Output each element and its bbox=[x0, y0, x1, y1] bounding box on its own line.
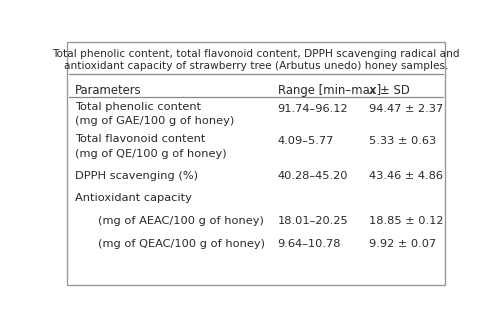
Text: 91.74–96.12: 91.74–96.12 bbox=[278, 104, 348, 114]
Text: ± SD: ± SD bbox=[380, 84, 410, 97]
Text: 94.47 ± 2.37: 94.47 ± 2.37 bbox=[368, 104, 443, 114]
Text: (mg of QE/100 g of honey): (mg of QE/100 g of honey) bbox=[75, 149, 227, 159]
Text: 40.28–45.20: 40.28–45.20 bbox=[278, 171, 348, 180]
Text: 43.46 ± 4.86: 43.46 ± 4.86 bbox=[368, 171, 442, 180]
Text: (mg of QEAC/100 g of honey): (mg of QEAC/100 g of honey) bbox=[98, 239, 265, 249]
FancyBboxPatch shape bbox=[67, 42, 446, 285]
Text: (mg of AEAC/100 g of honey): (mg of AEAC/100 g of honey) bbox=[98, 215, 264, 226]
Text: 9.92 ± 0.07: 9.92 ± 0.07 bbox=[368, 239, 436, 249]
Text: Total phenolic content: Total phenolic content bbox=[75, 102, 201, 112]
Text: 18.85 ± 0.12: 18.85 ± 0.12 bbox=[368, 215, 443, 226]
Text: Parameters: Parameters bbox=[75, 84, 142, 97]
Text: x: x bbox=[368, 84, 376, 97]
Text: Total flavonoid content: Total flavonoid content bbox=[75, 134, 206, 144]
Text: 9.64–10.78: 9.64–10.78 bbox=[278, 239, 341, 249]
Text: 5.33 ± 0.63: 5.33 ± 0.63 bbox=[368, 136, 436, 146]
Text: 18.01–20.25: 18.01–20.25 bbox=[278, 215, 348, 226]
Text: Total phenolic content, total flavonoid content, DPPH scavenging radical and: Total phenolic content, total flavonoid … bbox=[52, 49, 460, 59]
Text: Range [min–max]: Range [min–max] bbox=[278, 84, 381, 97]
Text: (mg of GAE/100 g of honey): (mg of GAE/100 g of honey) bbox=[75, 116, 234, 126]
Text: DPPH scavenging (%): DPPH scavenging (%) bbox=[75, 171, 198, 180]
Text: Antioxidant capacity: Antioxidant capacity bbox=[75, 193, 192, 203]
Text: antioxidant capacity of strawberry tree (Arbutus unedo) honey samples.: antioxidant capacity of strawberry tree … bbox=[64, 61, 448, 71]
Text: 4.09–5.77: 4.09–5.77 bbox=[278, 136, 334, 146]
